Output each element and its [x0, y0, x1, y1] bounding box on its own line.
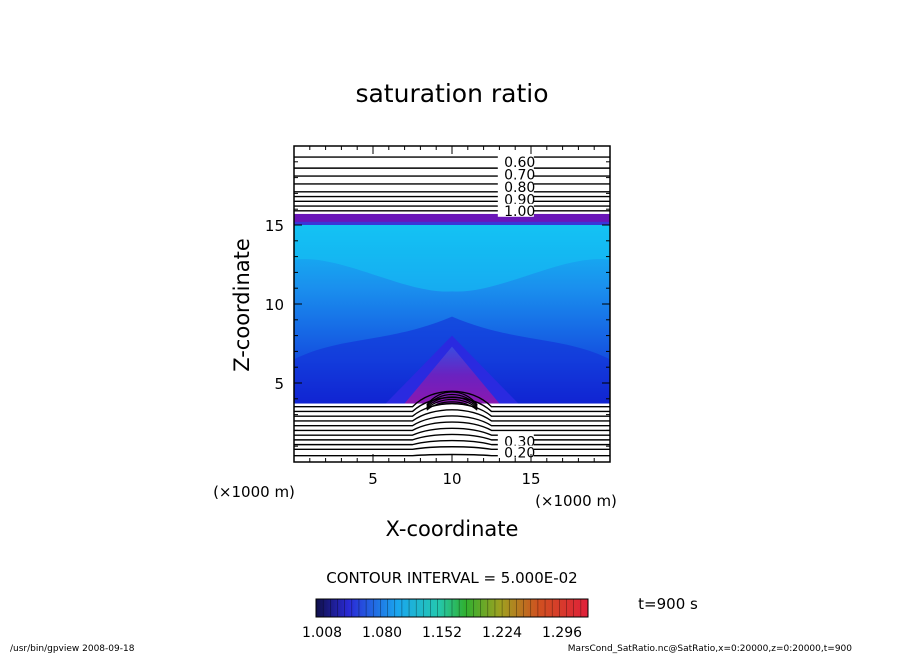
colorbar-tick-label: 1.152: [422, 625, 462, 641]
contour-line: [426, 391, 478, 406]
contour-label-bg: [497, 192, 534, 206]
colorbar-tick-label: 1.080: [362, 625, 402, 641]
top-band-edge: [294, 221, 610, 225]
x-tick-label: 5: [368, 470, 378, 488]
contour-line: [294, 446, 610, 451]
x-tick-label: 10: [442, 470, 461, 488]
x-tick-label: 15: [521, 470, 540, 488]
chart-title: saturation ratio: [355, 79, 548, 108]
top-band: [294, 213, 610, 225]
colorbar-tick-label: 1.296: [542, 625, 582, 641]
contour-label-bg: [497, 180, 534, 194]
contour-line: [294, 433, 610, 441]
contour-label-bg: [497, 203, 534, 217]
y-tick-label: 10: [265, 296, 284, 314]
contour-line: [294, 402, 610, 417]
contour-label-bg: [497, 167, 534, 181]
contour-line: [294, 409, 610, 422]
contour-label-bg: [497, 434, 534, 448]
contour-line: [294, 415, 610, 427]
x-axis-label: X-coordinate: [386, 517, 519, 541]
contour-label: 0.60: [504, 155, 535, 171]
contour-label-bg: [497, 445, 534, 459]
footer-right: MarsCond_SatRatio.nc@SatRatio,x=0:20000,…: [568, 644, 852, 654]
colorbar-tick-label: 1.224: [482, 625, 522, 641]
contour-label: 0.80: [504, 180, 535, 196]
contour-line: [294, 390, 610, 408]
contour-line: [294, 421, 610, 432]
time-label: t=900 s: [638, 595, 698, 613]
colorbar-tick-label: 1.008: [302, 625, 342, 641]
contour-label: 0.20: [504, 446, 535, 462]
x-unit-label: (×1000 m): [535, 492, 617, 510]
y-unit-label: (×1000 m): [213, 483, 295, 501]
contour-label: 0.70: [504, 167, 535, 183]
contour-line: [294, 427, 610, 436]
contour-band: [294, 225, 610, 292]
contour-label: 1.00: [504, 204, 535, 220]
y-axis-label: Z-coordinate: [230, 238, 254, 372]
contour-interval-label: CONTOUR INTERVAL = 5.000E-02: [326, 569, 577, 587]
y-tick-label: 5: [274, 375, 284, 393]
peak-inner: [404, 346, 500, 404]
contour-label-bg: [497, 154, 534, 168]
contour-line: [426, 394, 478, 407]
footer-left: /usr/bin/gpview 2008-09-18: [10, 644, 135, 654]
y-tick-label: 15: [265, 217, 284, 235]
contour-line: [426, 396, 478, 409]
contour-line: [426, 401, 478, 411]
colorbar-ticks: 1.008 1.080 1.152 1.224 1.296: [302, 599, 582, 641]
contour-line: [426, 398, 478, 410]
contour-line: [294, 439, 610, 446]
